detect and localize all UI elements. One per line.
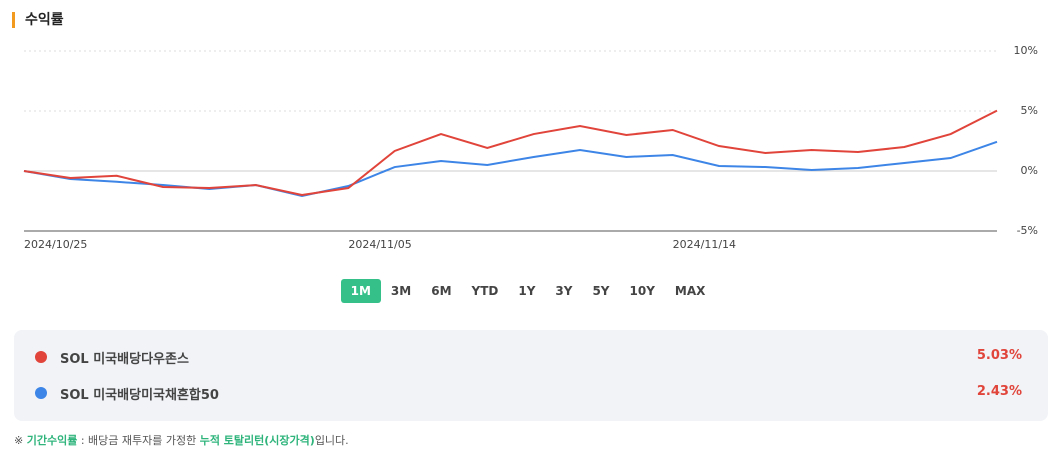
footnote-text: : 배당금 재투자를 가정한 — [77, 434, 200, 447]
series-line — [23, 109, 998, 197]
range-button[interactable]: 5Y — [592, 284, 610, 298]
range-button[interactable]: 10Y — [629, 284, 655, 298]
y-tick-label: 5% — [1021, 104, 1038, 117]
footnote-mark: ※ — [14, 434, 24, 447]
legend-name: SOL 미국배당다우존스 — [60, 352, 189, 367]
range-button[interactable]: 6M — [431, 284, 452, 298]
x-tick-label: 2024/11/14 — [673, 238, 736, 251]
range-button[interactable]: 1M — [340, 279, 381, 303]
range-button[interactable]: 3Y — [555, 284, 573, 298]
legend-row: SOL 미국배당다우존스 5.03% — [14, 347, 1048, 367]
range-button[interactable]: 3M — [390, 284, 412, 298]
range-selector: 1M 3M 6M YTD 1Y 3Y 5Y 10Y MAX — [0, 279, 1056, 303]
legend-dot — [35, 351, 47, 363]
section-title: 수익률 — [12, 12, 64, 28]
footnote-term: 누적 토탈리턴(시장가격) — [199, 434, 315, 447]
chart: 10% 5% 0% -5% 2024/10/25 2024/11/05 2024/11/14 — [23, 44, 1038, 251]
y-tick-label: -5% — [1017, 224, 1038, 237]
y-tick-label: 0% — [1021, 164, 1038, 177]
legend-dot — [35, 387, 47, 399]
range-button[interactable]: YTD — [471, 284, 499, 298]
footnote: ※ 기간수익률 : 배당금 재투자를 가정한 누적 토탈리턴(시장가격)입니다. — [14, 432, 349, 448]
x-tick-label: 2024/11/05 — [348, 238, 411, 251]
legend-row: SOL 미국배당미국채혼합50 2.43% — [14, 383, 1048, 403]
legend-name: SOL 미국배당미국채혼합50 — [60, 388, 219, 403]
legend-return: 5.03% — [976, 348, 1022, 363]
range-button[interactable]: 1Y — [518, 284, 536, 298]
y-tick-label: 10% — [1014, 44, 1038, 57]
footnote-text: 입니다. — [314, 434, 349, 447]
legend-panel: SOL 미국배당다우존스 5.03% SOL 미국배당미국채혼합50 2.43% — [14, 330, 1048, 421]
x-tick-label: 2024/10/25 — [24, 238, 87, 251]
footnote-term: 기간수익률 — [26, 434, 78, 447]
range-button[interactable]: MAX — [674, 284, 706, 298]
legend-return: 2.43% — [976, 384, 1022, 399]
